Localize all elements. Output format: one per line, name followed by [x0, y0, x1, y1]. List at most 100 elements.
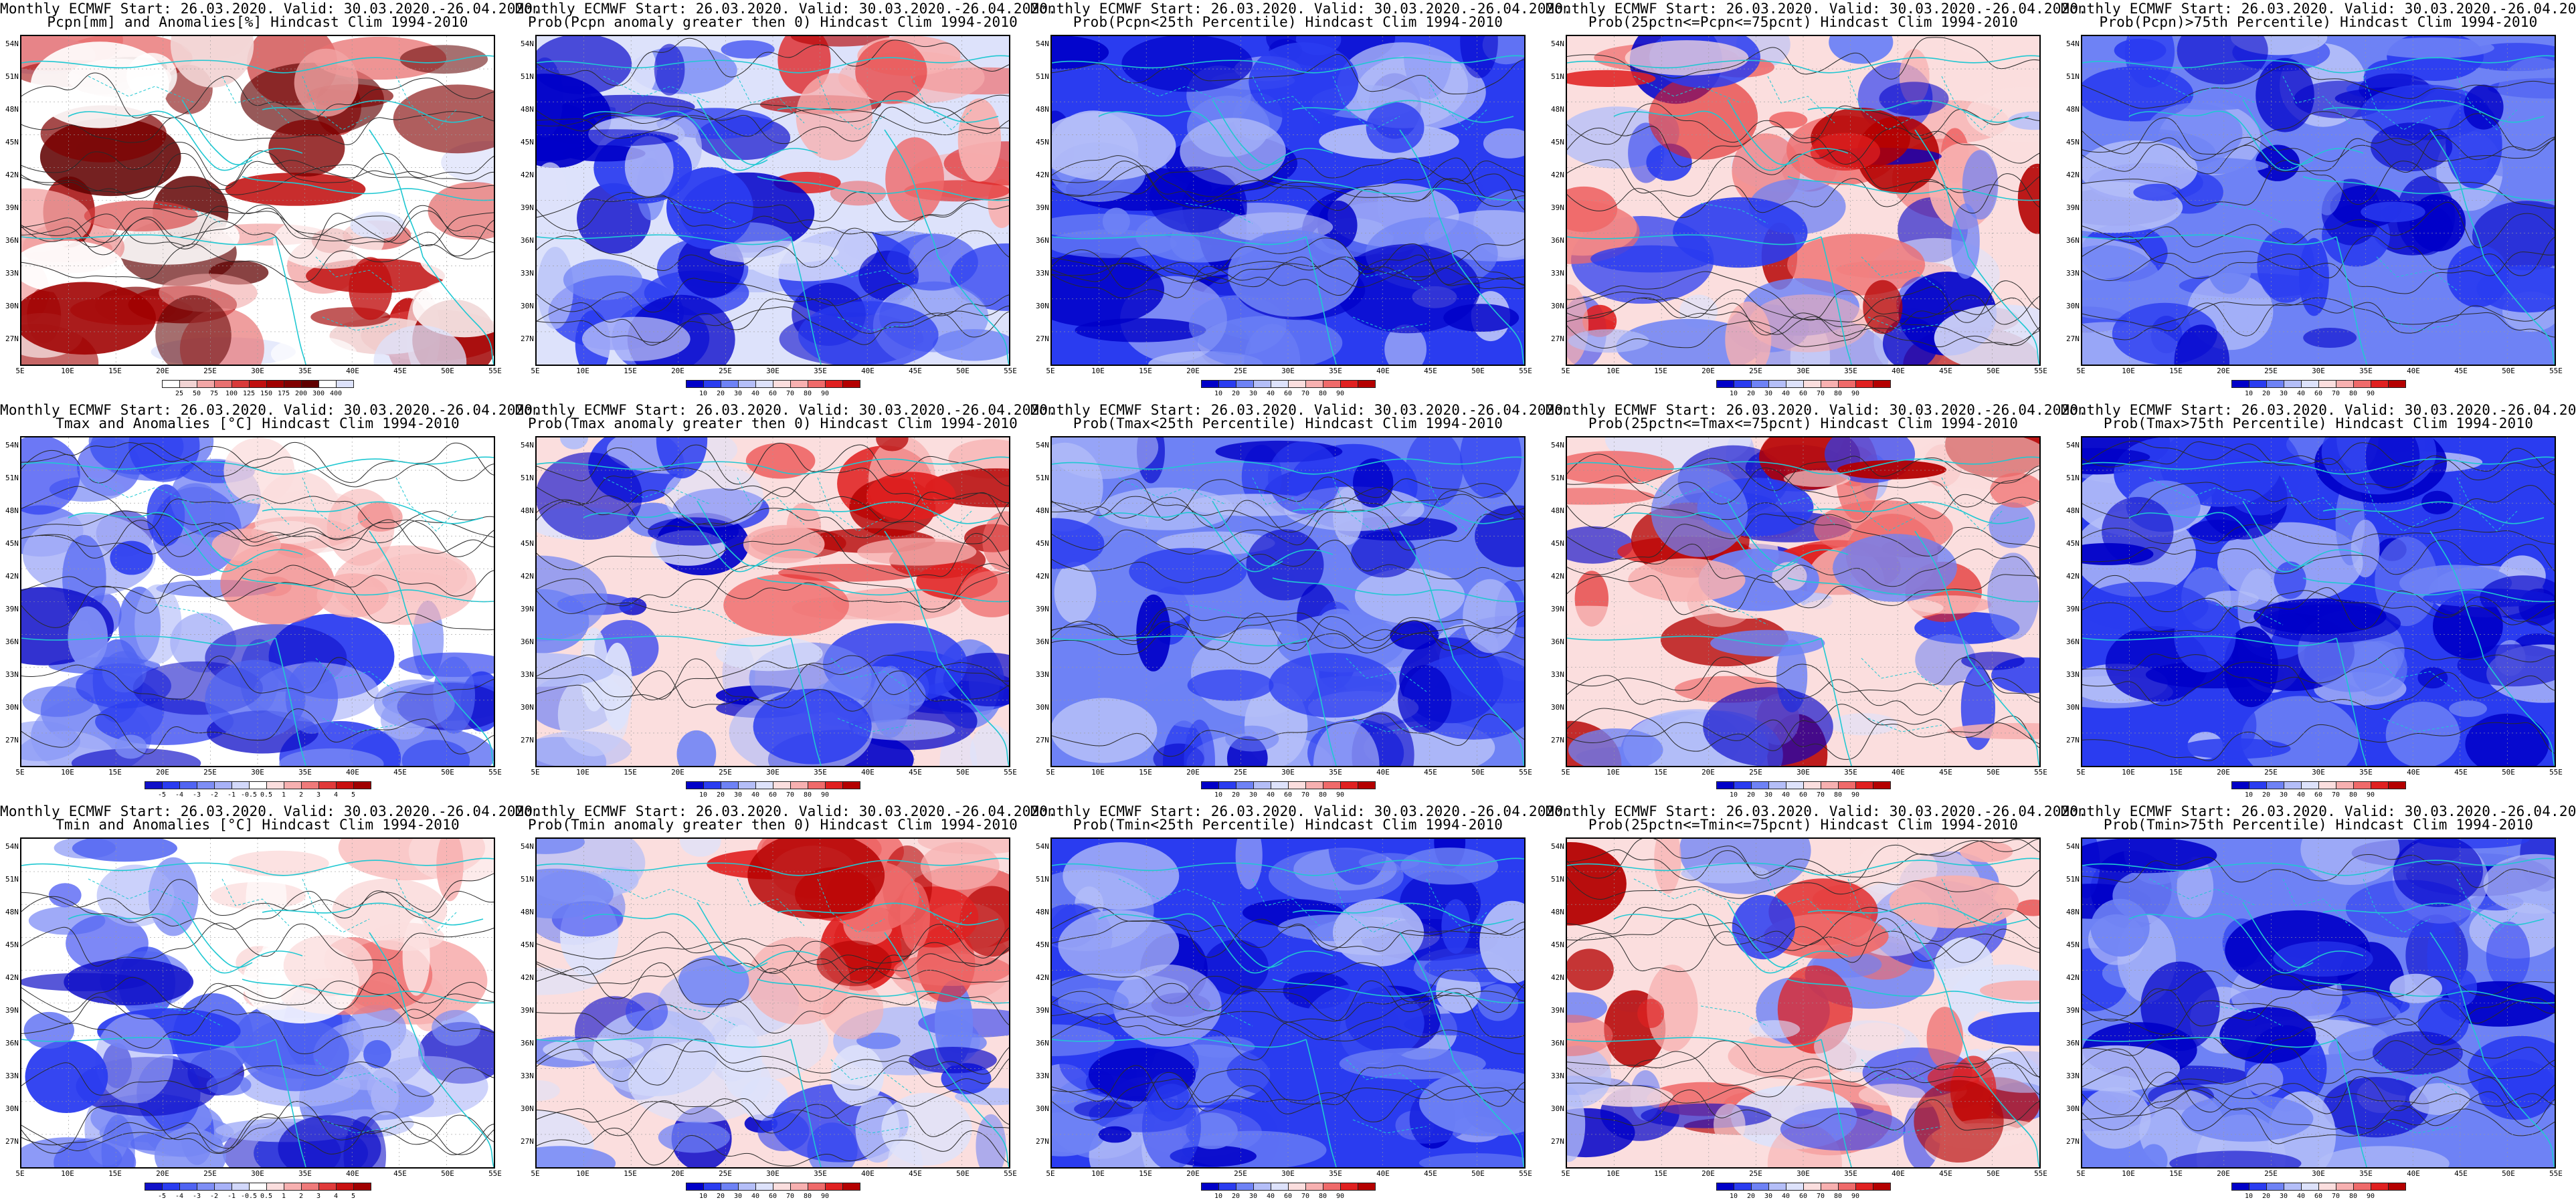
- shaded-anomaly-region: [268, 119, 345, 177]
- colorbar-swatch: [738, 781, 756, 789]
- shaded-anomaly-region: [887, 233, 978, 291]
- latitude-label: 30N: [521, 302, 534, 310]
- latitude-label: 39N: [2066, 605, 2080, 613]
- shaded-anomaly-region: [350, 211, 405, 239]
- shaded-anomaly-region: [709, 240, 839, 264]
- colorbar-swatch: [2353, 781, 2371, 789]
- colorbar-tick-label: 70: [786, 390, 795, 397]
- latitude-label: 45N: [1551, 138, 1564, 146]
- colorbar-tick-label: 10: [1214, 390, 1223, 397]
- longitude-label: 5E: [531, 768, 540, 777]
- colorbar-tick-label: 80: [1833, 791, 1843, 799]
- isoline-contour: [1052, 1065, 1524, 1110]
- colorbar-tick-label: 2: [298, 1193, 304, 1200]
- shaded-anomaly-region: [832, 587, 961, 621]
- forecast-map: [1050, 436, 1526, 767]
- colorbar-swatch: [738, 380, 756, 388]
- longitude-label: 50E: [441, 1169, 454, 1178]
- country-border: [1861, 658, 1942, 692]
- shaded-anomaly-region: [2090, 898, 2150, 957]
- isoline-contour: [21, 243, 494, 283]
- longitude-label: 20E: [1701, 367, 1715, 375]
- colorbar-swatch: [1288, 1183, 1306, 1191]
- latitude-label: 39N: [2066, 1006, 2080, 1015]
- isoline-contour: [2082, 159, 2555, 209]
- colorbar-swatch: [2284, 1183, 2302, 1191]
- latitude-label: 33N: [1036, 670, 1049, 679]
- colorbar-tick-label: -4: [175, 791, 184, 799]
- colorbar-tick-label: 25: [175, 390, 184, 397]
- longitude-label: 25E: [719, 1169, 732, 1178]
- colorbar-tick-label: 10: [1729, 791, 1738, 799]
- coastline: [1052, 858, 1524, 876]
- country-border: [1252, 76, 1320, 124]
- latitude-label: 48N: [1036, 908, 1049, 916]
- colorbar-swatch: [162, 1183, 180, 1191]
- colorbar-swatch: [197, 380, 215, 388]
- colorbar-tick-label: 80: [2349, 390, 2358, 397]
- shaded-anomaly-region: [294, 48, 359, 117]
- isoline-contour: [537, 37, 1009, 86]
- isoline-contour: [1052, 254, 1524, 298]
- latitude-label: 36N: [521, 236, 534, 245]
- shaded-anomaly-region: [537, 555, 608, 641]
- shaded-anomaly-region: [1889, 875, 2019, 928]
- colorbar-tick-label: 20: [716, 791, 725, 799]
- colorbar-tick-label: 0.5: [260, 791, 273, 799]
- colorbar-swatch: [2231, 1183, 2249, 1191]
- colorbar-tick-label: 10: [699, 791, 708, 799]
- coastline: [1567, 1037, 1822, 1048]
- country-border: [1867, 316, 1942, 331]
- isoline-contour: [537, 940, 1009, 977]
- colorbar-tick-label: 3: [316, 791, 321, 799]
- panel-title-line1: Monthly ECMWF Start: 26.03.2020. Valid: …: [515, 1, 1057, 17]
- coastline: [2322, 100, 2545, 123]
- shaded-anomaly-region: [2365, 437, 2420, 491]
- isoline-contour: [537, 571, 1009, 614]
- country-border: [315, 256, 397, 291]
- colorbar-swatch: [1873, 1183, 1891, 1191]
- isoline-contour: [21, 213, 494, 259]
- longitude-label: 40E: [861, 768, 875, 777]
- country-border: [88, 477, 196, 505]
- coastline: [1305, 1039, 1337, 1167]
- shaded-anomaly-region: [1333, 898, 1424, 967]
- colorbar-tick-label: 70: [1816, 390, 1825, 397]
- isoline-contour: [21, 1061, 494, 1097]
- forecast-map: [2081, 436, 2556, 767]
- longitude-label: 10E: [1606, 1169, 1620, 1178]
- shaded-anomaly-region: [25, 1040, 108, 1113]
- shaded-anomaly-region: [1058, 988, 1129, 1017]
- colorbar-swatch: [808, 380, 826, 388]
- country-border: [817, 477, 885, 532]
- colorbar-swatch: [301, 1183, 319, 1191]
- longitude-label: 45E: [1939, 367, 1952, 375]
- longitude-label: 50E: [2502, 1169, 2515, 1178]
- colorbar-swatch: [825, 781, 843, 789]
- latitude-label: 36N: [1551, 236, 1564, 245]
- latitude-label: 39N: [521, 1006, 534, 1015]
- colorbar-swatch: [1786, 1183, 1804, 1191]
- colorbar-legend: -5 -4 -3 -2 -1 -0.5 0.5 1 2 3 4 5: [145, 781, 371, 799]
- latitude-label: 39N: [1036, 1006, 1049, 1015]
- shaded-anomaly-region: [1384, 324, 1427, 365]
- longitude-label: 50E: [2502, 367, 2515, 375]
- country-border: [221, 477, 290, 525]
- coastline: [1292, 501, 1514, 524]
- shaded-anomaly-region: [2409, 194, 2466, 252]
- colorbar-swatch: [318, 781, 337, 789]
- colorbar-tick-label: 40: [1781, 791, 1790, 799]
- colorbar-tick-label: -5: [157, 791, 167, 799]
- coastline: [537, 234, 792, 245]
- longitude-label: 20E: [2217, 1169, 2230, 1178]
- colorbar-tick-label: 30: [1249, 1193, 1258, 1200]
- latitude-label: 36N: [5, 1039, 19, 1047]
- isoline-contour: [21, 160, 494, 193]
- longitude-label: 55E: [488, 768, 502, 777]
- country-border: [1252, 878, 1320, 926]
- country-border: [837, 718, 912, 732]
- country-border: [1426, 76, 1487, 130]
- coastline: [2128, 110, 2364, 171]
- longitude-label: 40E: [1892, 768, 1905, 777]
- colorbar-swatch: [1873, 781, 1891, 789]
